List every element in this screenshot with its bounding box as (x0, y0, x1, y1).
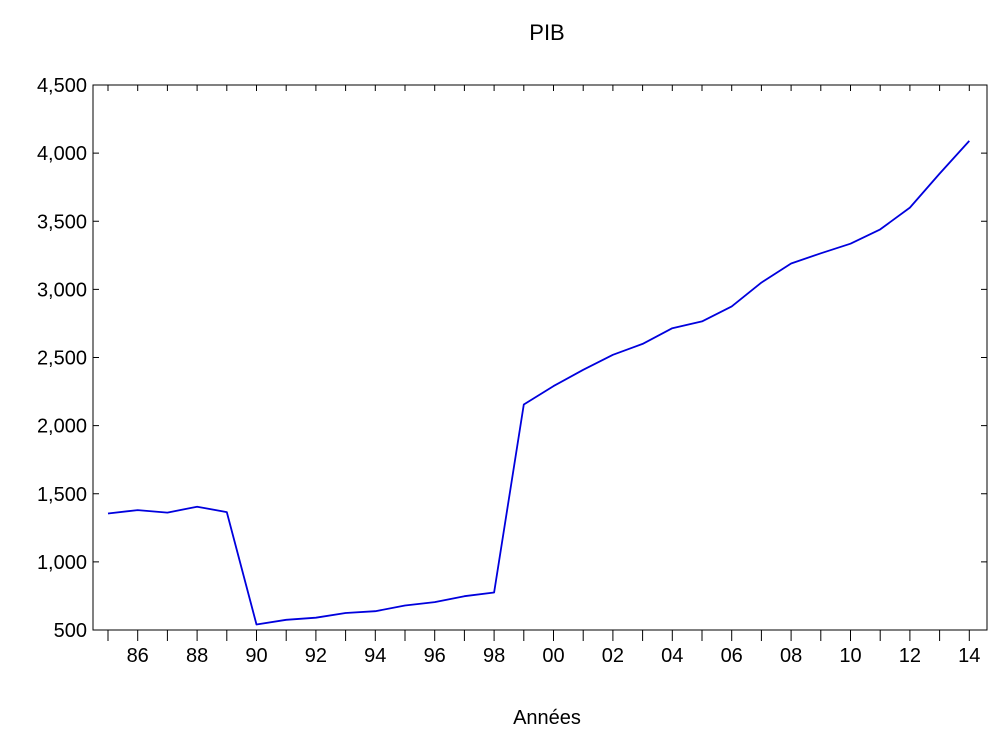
chart-title: PIB (529, 20, 564, 45)
x-tick-label: 90 (245, 645, 267, 667)
x-tick-label: 12 (899, 645, 921, 667)
x-axis-title: Années (513, 707, 581, 729)
y-tick-label: 1,000 (37, 552, 87, 574)
y-axis: 500 1,000 1,500 2,000 2,500 3,000 3,500 4,000 4,… (37, 75, 987, 642)
y-tick-label: 2,500 (37, 348, 87, 370)
series-layer (107, 140, 970, 626)
x-tick-label: 88 (186, 645, 208, 667)
y-tick-label: 3,000 (37, 279, 87, 301)
y-tick-label: 500 (54, 620, 87, 642)
x-tick-label: 04 (661, 645, 683, 667)
x-tick-label: 08 (780, 645, 802, 667)
x-tick-label: 98 (483, 645, 505, 667)
x-tick-label: 10 (839, 645, 861, 667)
x-tick-label: 14 (958, 645, 980, 667)
x-tick-label: 06 (721, 645, 743, 667)
y-tick-label: 3,500 (37, 211, 87, 233)
x-tick-label: 96 (424, 645, 446, 667)
x-tick-label: 94 (364, 645, 386, 667)
x-tick-label: 02 (602, 645, 624, 667)
x-axis: 86 88 90 92 94 96 98 00 02 04 06 08 10 12 14 (107, 85, 980, 667)
y-tick-label: 2,000 (37, 416, 87, 438)
x-tick-label: 00 (542, 645, 564, 667)
plot-frame (92, 84, 988, 631)
series-line (107, 140, 970, 626)
x-tick-label: 92 (305, 645, 327, 667)
y-tick-label: 1,500 (37, 484, 87, 506)
x-tick-label: 86 (127, 645, 149, 667)
y-tick-label: 4,000 (37, 143, 87, 165)
y-tick-label: 4,500 (37, 75, 87, 97)
